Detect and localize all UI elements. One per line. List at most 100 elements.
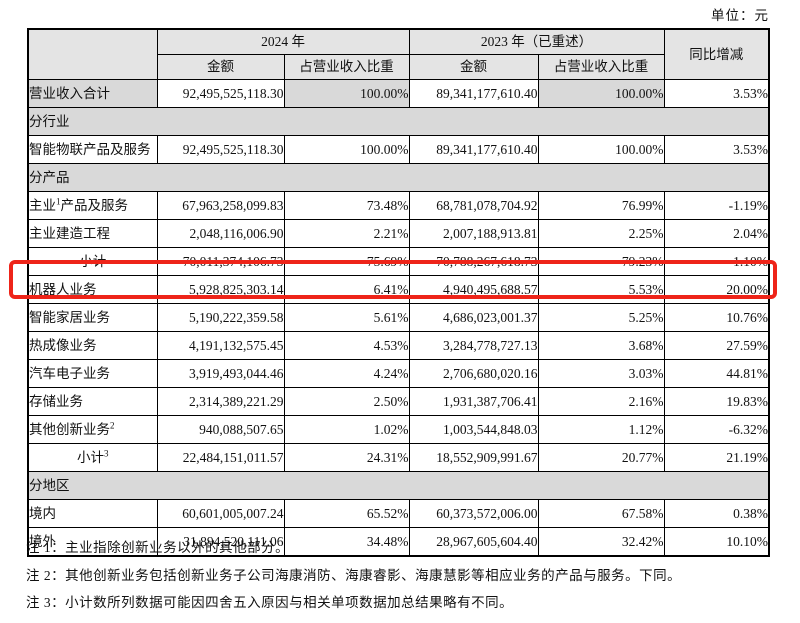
table-row-domestic: 境内 60,601,005,007.24 65.52% 60,373,572,0… — [27, 499, 770, 528]
yoy-change: 2.04% — [663, 219, 770, 248]
amount-2023: 70,788,267,618.73 — [408, 247, 539, 276]
footnote-ref-1: 1 — [56, 196, 61, 207]
section-label: 分地区 — [27, 471, 770, 500]
footnote-ref-3: 3 — [104, 448, 109, 459]
amount-2024: 2,048,116,006.90 — [156, 219, 285, 248]
table-row-main-construction: 主业建造工程 2,048,116,006.90 2.21% 2,007,188,… — [27, 219, 770, 248]
pct-2024: 34.48% — [283, 527, 410, 557]
amount-2024: 4,191,132,575.45 — [156, 331, 285, 360]
pct-2024: 4.53% — [283, 331, 410, 360]
table-header: 2024 年 2023 年（已重述） 同比增减 金额 占营业收入比重 金额 占营… — [27, 28, 770, 80]
amount-2024: 2,314,389,221.29 — [156, 387, 285, 416]
amount-2024: 5,190,222,359.58 — [156, 303, 285, 332]
amount-2023: 2,007,188,913.81 — [408, 219, 539, 248]
footnotes: 注 1：主业指除创新业务以外的其他部分。 注 2：其他创新业务包括创新业务子公司… — [26, 538, 681, 621]
amount-2024: 3,919,493,044.46 — [156, 359, 285, 388]
section-label: 分行业 — [27, 107, 770, 136]
row-label: 主业1产品及服务 — [27, 191, 158, 220]
row-label: 小计3 — [27, 443, 158, 472]
table-row-smart-home: 智能家居业务 5,190,222,359.58 5.61% 4,686,023,… — [27, 303, 770, 332]
amount-2023: 2,706,680,020.16 — [408, 359, 539, 388]
pct-2023: 3.68% — [537, 331, 665, 360]
pct-2024: 24.31% — [283, 443, 410, 472]
table-row-other-innovation: 其他创新业务2 940,088,507.65 1.02% 1,003,544,8… — [27, 415, 770, 444]
row-label: 境内 — [27, 499, 158, 528]
unit-label: 单位：元 — [711, 8, 769, 23]
pct-2024: 5.61% — [283, 303, 410, 332]
amount-2024: 92,495,525,118.30 — [156, 135, 285, 164]
pct-2023: 5.25% — [537, 303, 665, 332]
pct-2023-header: 占营业收入比重 — [537, 54, 665, 80]
pct-2024: 65.52% — [283, 499, 410, 528]
row-label: 境外 — [27, 527, 158, 557]
amount-2024: 940,088,507.65 — [156, 415, 285, 444]
yoy-change: -1.10% — [663, 247, 770, 276]
row-label: 智能家居业务 — [27, 303, 158, 332]
pct-2023: 20.77% — [537, 443, 665, 472]
yoy-change: -1.19% — [663, 191, 770, 220]
yoy-change: 0.38% — [663, 499, 770, 528]
table-row-main-products: 主业1产品及服务 67,963,258,099.83 73.48% 68,781… — [27, 191, 770, 220]
year-2023-header: 2023 年（已重述） — [408, 28, 665, 55]
section-row-by-industry: 分行业 — [27, 107, 770, 136]
pct-2024: 100.00% — [283, 135, 410, 164]
row-label: 机器人业务 — [27, 275, 158, 304]
amount-2023: 28,967,605,604.40 — [408, 527, 539, 557]
pct-2023: 79.23% — [537, 247, 665, 276]
amount-2023: 89,341,177,610.40 — [408, 79, 539, 108]
pct-2024: 2.50% — [283, 387, 410, 416]
pct-2024-header: 占营业收入比重 — [283, 54, 410, 80]
amount-2023: 68,781,078,704.92 — [408, 191, 539, 220]
pct-2023: 2.25% — [537, 219, 665, 248]
amount-2023: 1,003,544,848.03 — [408, 415, 539, 444]
yoy-change: 19.83% — [663, 387, 770, 416]
amount-2024: 60,601,005,007.24 — [156, 499, 285, 528]
yoy-change: 10.10% — [663, 527, 770, 557]
pct-2023: 1.12% — [537, 415, 665, 444]
table-row-robotics: 机器人业务 5,928,825,303.14 6.41% 4,940,495,6… — [27, 275, 770, 304]
pct-2023: 100.00% — [537, 135, 665, 164]
yoy-change: -6.32% — [663, 415, 770, 444]
yoy-header: 同比增减 — [663, 28, 770, 80]
pct-2023: 67.58% — [537, 499, 665, 528]
yoy-change: 20.00% — [663, 275, 770, 304]
table-row-auto-electronics: 汽车电子业务 3,919,493,044.46 4.24% 2,706,680,… — [27, 359, 770, 388]
footnote-1: 注 1：主业指除创新业务以外的其他部分。 — [26, 540, 290, 555]
amount-2023-header: 金额 — [408, 54, 539, 80]
footnote-3: 注 3：小计数所列数据可能因四舍五入原因与相关单项数据加总结果略有不同。 — [26, 595, 514, 610]
amount-2024: 22,484,151,011.57 — [156, 443, 285, 472]
pct-2023: 32.42% — [537, 527, 665, 557]
pct-2023: 76.99% — [537, 191, 665, 220]
amount-2023: 89,341,177,610.40 — [408, 135, 539, 164]
pct-2024: 75.69% — [283, 247, 410, 276]
table-row-overseas: 境外 31,894,520,111.06 34.48% 28,967,605,6… — [27, 527, 770, 557]
row-label: 其他创新业务2 — [27, 415, 158, 444]
amount-2023: 4,686,023,001.37 — [408, 303, 539, 332]
amount-2023: 18,552,909,991.67 — [408, 443, 539, 472]
amount-2023: 3,284,778,727.13 — [408, 331, 539, 360]
amount-2024: 5,928,825,303.14 — [156, 275, 285, 304]
pct-2024: 2.21% — [283, 219, 410, 248]
row-label: 智能物联产品及服务 — [27, 135, 158, 164]
table-row-storage: 存储业务 2,314,389,221.29 2.50% 1,931,387,70… — [27, 387, 770, 416]
section-label: 分产品 — [27, 163, 770, 192]
amount-2023: 1,931,387,706.41 — [408, 387, 539, 416]
pct-2024: 4.24% — [283, 359, 410, 388]
table-row-total-revenue: 营业收入合计 92,495,525,118.30 100.00% 89,341,… — [27, 79, 770, 108]
pct-2024: 6.41% — [283, 275, 410, 304]
pct-2023: 100.00% — [537, 79, 665, 108]
amount-2024: 70,011,374,106.73 — [156, 247, 285, 276]
header-row-years: 2024 年 2023 年（已重述） 同比增减 — [27, 28, 770, 80]
amount-2023: 4,940,495,688.57 — [408, 275, 539, 304]
table-row-smart-iot: 智能物联产品及服务 92,495,525,118.30 100.00% 89,3… — [27, 135, 770, 164]
footnote-2: 注 2：其他创新业务包括创新业务子公司海康消防、海康睿影、海康慧影等相应业务的产… — [26, 567, 682, 583]
row-label: 主业建造工程 — [27, 219, 158, 248]
row-label: 营业收入合计 — [27, 79, 158, 108]
row-label: 存储业务 — [27, 387, 158, 416]
yoy-change: 27.59% — [663, 331, 770, 360]
year-2024-header: 2024 年 — [156, 28, 410, 55]
pct-2024: 1.02% — [283, 415, 410, 444]
amount-2024: 31,894,520,111.06 — [156, 527, 285, 557]
table-row-main-subtotal: 小计 70,011,374,106.73 75.69% 70,788,267,6… — [27, 247, 770, 276]
